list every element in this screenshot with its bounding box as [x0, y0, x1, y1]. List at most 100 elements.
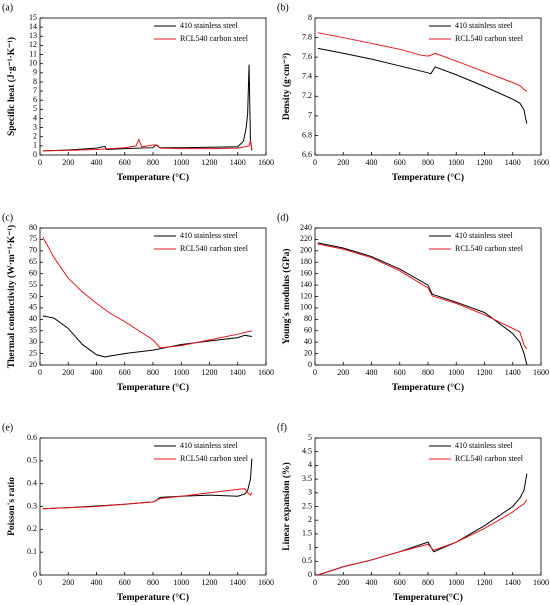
x-tick-label: 600	[394, 368, 406, 377]
x-tick-label: 1000	[448, 158, 464, 167]
series-line	[42, 236, 252, 349]
y-tick-label: 80	[29, 223, 37, 232]
y-tick-label: 2	[33, 132, 37, 141]
y-tick-label: 6	[33, 95, 37, 104]
x-tick-label: 200	[337, 368, 349, 377]
x-tick-label: 200	[62, 368, 74, 377]
series-line	[317, 242, 528, 366]
x-axis-title: Temperature (°C)	[392, 382, 464, 393]
x-tick-label: 0	[313, 158, 317, 167]
y-tick-label: 8	[33, 77, 37, 86]
y-tick-label: 0	[33, 570, 37, 579]
y-tick-label: 3	[308, 488, 312, 497]
x-tick-label: 400	[366, 158, 378, 167]
x-tick-label: 1000	[448, 578, 464, 587]
legend-label: RCL540 carbon steel	[180, 34, 249, 43]
x-axis-title: Temperature (°C)	[117, 172, 189, 183]
y-tick-label: 4	[308, 460, 312, 469]
y-tick-label: 40	[304, 337, 312, 346]
panel-label: (b)	[277, 2, 289, 13]
y-tick-label: 180	[300, 257, 312, 266]
x-tick-label: 400	[91, 158, 103, 167]
y-tick-label: 0	[308, 360, 312, 369]
x-tick-label: 1600	[533, 158, 549, 167]
x-tick-label: 1000	[448, 368, 464, 377]
x-tick-label: 400	[366, 578, 378, 587]
legend-label: RCL540 carbon steel	[455, 34, 524, 43]
y-tick-label: 2.5	[302, 501, 312, 510]
y-tick-label: 4	[33, 113, 37, 122]
y-tick-label: 0.3	[27, 501, 37, 510]
x-tick-label: 600	[119, 368, 131, 377]
x-axis-title: Temperature (°C)	[117, 592, 189, 603]
x-tick-label: 200	[62, 158, 74, 167]
y-tick-label: 100	[300, 303, 312, 312]
panel-label: (a)	[2, 2, 13, 13]
y-tick-label: 6.8	[302, 130, 312, 139]
y-tick-label: 10	[29, 58, 37, 67]
y-tick-label: 11	[29, 49, 37, 58]
y-tick-label: 30	[29, 337, 37, 346]
y-tick-label: 13	[29, 31, 37, 40]
y-tick-label: 0.6	[27, 433, 37, 442]
x-axis-title: Temperature (°C)	[117, 382, 189, 393]
x-tick-label: 1000	[173, 368, 189, 377]
x-tick-label: 1200	[202, 578, 218, 587]
y-tick-label: 7	[33, 86, 37, 95]
x-tick-label: 1400	[505, 578, 521, 587]
x-tick-label: 1000	[173, 578, 189, 587]
y-tick-label: 25	[29, 348, 37, 357]
y-axis-title: Poisson's ratio	[7, 477, 17, 536]
x-tick-label: 800	[147, 578, 159, 587]
y-tick-label: 5	[308, 433, 312, 442]
x-tick-label: 1200	[202, 158, 218, 167]
x-tick-label: 1400	[230, 578, 246, 587]
x-tick-label: 1400	[505, 368, 521, 377]
legend-label: RCL540 carbon steel	[455, 454, 524, 463]
y-tick-label: 0.1	[27, 547, 37, 556]
y-tick-label: 65	[29, 257, 37, 266]
x-tick-label: 1200	[477, 578, 493, 587]
series-line	[42, 315, 252, 358]
legend-label: 410 stainless steel	[455, 21, 514, 30]
y-tick-label: 1	[33, 141, 37, 150]
y-tick-label: 0	[33, 150, 37, 159]
x-tick-label: 0	[38, 158, 42, 167]
panel-label: (f)	[277, 422, 287, 433]
series-line	[42, 488, 253, 510]
y-tick-label: 7.2	[302, 91, 312, 100]
y-axis-title: Young's modulus (GPa)	[281, 248, 292, 344]
y-tick-label: 0.2	[27, 524, 37, 533]
series-line	[317, 32, 528, 92]
y-axis-title: Linear expansion (%)	[281, 462, 292, 551]
x-tick-label: 1600	[533, 578, 549, 587]
legend-label: 410 stainless steel	[180, 21, 239, 30]
y-tick-label: 3.5	[302, 474, 312, 483]
y-tick-label: 0.4	[27, 478, 37, 487]
y-tick-label: 7.4	[302, 72, 312, 81]
y-tick-label: 120	[300, 291, 312, 300]
y-tick-label: 7.8	[302, 32, 312, 41]
series-line	[317, 473, 528, 576]
x-tick-label: 1400	[505, 158, 521, 167]
y-tick-label: 50	[29, 291, 37, 300]
y-tick-label: 1.5	[302, 529, 312, 538]
y-tick-label: 4.5	[302, 447, 312, 456]
x-tick-label: 600	[119, 158, 131, 167]
y-tick-label: 0	[308, 570, 312, 579]
legend-label: 410 stainless steel	[455, 231, 514, 240]
y-tick-label: 14	[29, 22, 37, 31]
x-tick-label: 1600	[258, 158, 274, 167]
legend-label: RCL540 carbon steel	[180, 244, 249, 253]
y-tick-label: 75	[29, 234, 37, 243]
y-tick-label: 8	[308, 13, 312, 22]
y-tick-label: 7	[308, 111, 312, 120]
x-axis-title: Temperature(°C)	[393, 592, 463, 603]
y-tick-label: 220	[300, 234, 312, 243]
panel-label: (c)	[2, 212, 13, 223]
x-tick-label: 400	[91, 578, 103, 587]
y-tick-label: 0.5	[27, 456, 37, 465]
x-tick-label: 400	[366, 368, 378, 377]
x-tick-label: 800	[147, 158, 159, 167]
